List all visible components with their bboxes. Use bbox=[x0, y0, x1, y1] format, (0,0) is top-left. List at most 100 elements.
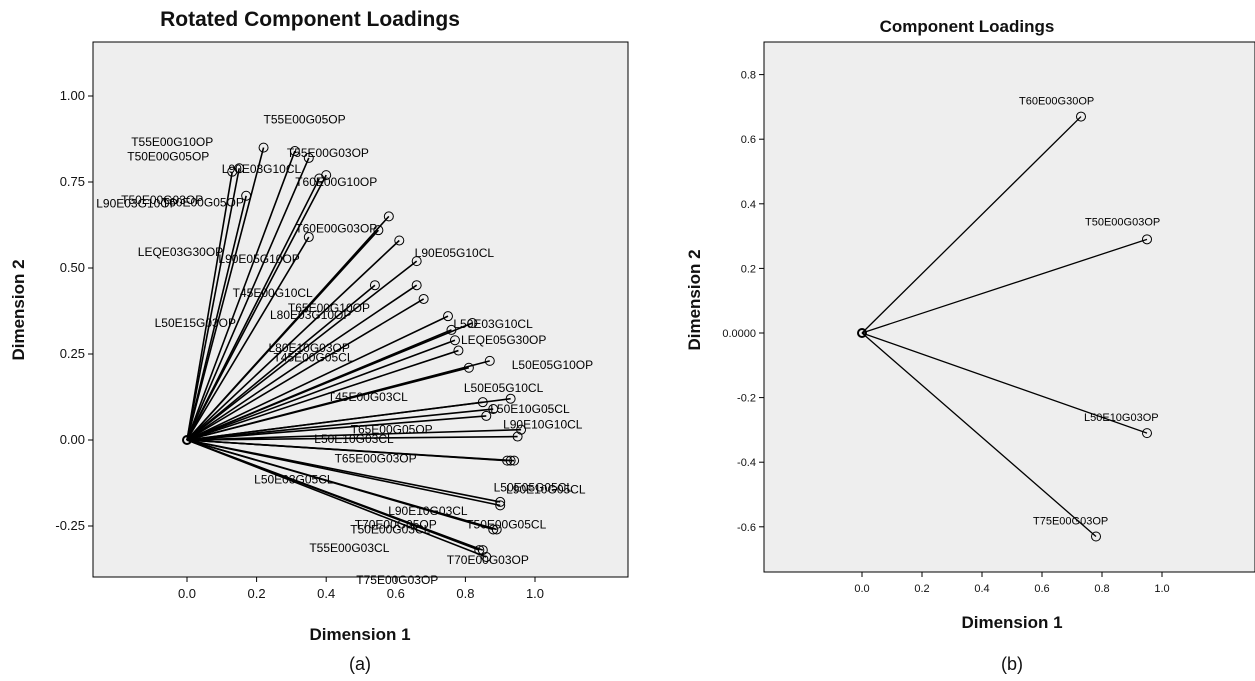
loading-ray bbox=[186, 236, 310, 441]
point-label: T60E00G30OP bbox=[1019, 96, 1094, 108]
loading-point bbox=[303, 232, 314, 243]
point-label: L50E15G03OP bbox=[155, 316, 236, 330]
loading-ray bbox=[186, 150, 296, 441]
loading-point bbox=[1076, 111, 1086, 122]
loading-ray bbox=[186, 349, 459, 441]
y-tick-label: 0.75 bbox=[60, 174, 85, 189]
loading-ray bbox=[186, 174, 327, 441]
point-label: L90E10G05CL bbox=[506, 483, 586, 497]
chart-b-plot-area bbox=[763, 41, 1255, 573]
y-tick-label: -0.2 bbox=[737, 393, 756, 405]
loading-point bbox=[289, 146, 300, 157]
point-label: T50E00G03CL bbox=[350, 522, 430, 536]
point-label: T75E00G03OP bbox=[356, 573, 438, 587]
y-tick-label: 0.25 bbox=[60, 346, 85, 361]
x-tick-label: 0.0 bbox=[854, 583, 869, 595]
chart-b-point-labels: T60E00G30OP T50E00G03OP L50E10G03OP T75E00G… bbox=[1019, 96, 1160, 528]
loading-point bbox=[1142, 428, 1152, 439]
chart-b-y-axis: 0.8 0.6 0.4 0.2 0.0000 -0.2 -0.4 -0.6 bbox=[722, 70, 764, 534]
loading-ray bbox=[861, 116, 1082, 334]
x-tick-label: 0.8 bbox=[1094, 583, 1109, 595]
chart-b-y-axis-label: Dimension 2 bbox=[685, 249, 704, 350]
point-label: T65E00G10OP bbox=[288, 301, 370, 315]
y-tick-label: 0.0000 bbox=[722, 328, 756, 340]
loading-ray bbox=[186, 284, 418, 441]
chart-a-y-axis: 1.00 0.75 0.50 0.25 0.00 -0.25 bbox=[55, 88, 93, 533]
chart-a-x-axis: 0.0 0.2 0.4 0.6 0.8 1.0 bbox=[178, 577, 544, 601]
point-label: T55E00G03CL bbox=[309, 541, 389, 555]
point-label: L80E03G10OP bbox=[270, 308, 351, 322]
x-tick-label: 0.0 bbox=[178, 586, 196, 601]
chart-a-y-axis-label: Dimension 2 bbox=[9, 259, 28, 360]
loading-ray bbox=[186, 195, 247, 441]
loading-ray bbox=[186, 439, 508, 462]
loading-ray bbox=[186, 284, 376, 441]
x-tick-label: 0.2 bbox=[248, 586, 266, 601]
loading-ray bbox=[186, 229, 379, 441]
loading-ray bbox=[186, 298, 425, 441]
point-label: T65E00G03OP bbox=[335, 452, 417, 466]
chart-a-x-axis-label: Dimension 1 bbox=[309, 625, 410, 644]
loading-point bbox=[411, 256, 422, 267]
loading-point bbox=[453, 345, 464, 356]
loading-point bbox=[446, 324, 457, 335]
loading-point bbox=[373, 225, 384, 236]
point-label: L50E05G10OP bbox=[512, 358, 593, 372]
point-label: L50E03G10CL bbox=[453, 317, 533, 331]
loading-point bbox=[491, 524, 502, 535]
chart-a-caption: (a) bbox=[349, 654, 371, 674]
loading-point bbox=[474, 545, 485, 556]
y-tick-label: -0.25 bbox=[55, 518, 85, 533]
loading-ray bbox=[186, 260, 418, 441]
point-label: T55E00G05OP bbox=[264, 113, 346, 127]
loading-ray bbox=[186, 366, 470, 441]
loading-point bbox=[481, 551, 492, 562]
loading-point bbox=[484, 355, 495, 366]
loading-ray bbox=[186, 171, 234, 441]
loading-point bbox=[303, 152, 314, 163]
point-label: L50E10G03CL bbox=[314, 432, 394, 446]
x-tick-label: 0.4 bbox=[317, 586, 335, 601]
point-label: T60E00G05OP bbox=[162, 195, 244, 209]
chart-a-rays bbox=[186, 147, 522, 558]
loading-point bbox=[505, 393, 516, 404]
y-tick-label: -0.4 bbox=[737, 457, 756, 469]
x-tick-label: 1.0 bbox=[1154, 583, 1169, 595]
point-label: T70E00G05OP bbox=[355, 517, 437, 531]
point-label: L50E05G05CL bbox=[494, 481, 574, 495]
x-tick-label: 0.2 bbox=[914, 583, 929, 595]
x-tick-label: 0.8 bbox=[456, 586, 474, 601]
loading-ray bbox=[186, 401, 483, 441]
y-tick-label: 0.8 bbox=[741, 70, 756, 82]
point-label: T50E00G03OP bbox=[1085, 216, 1160, 228]
loading-ray bbox=[186, 439, 494, 531]
loading-point bbox=[449, 335, 460, 346]
loading-ray bbox=[186, 428, 522, 441]
point-label: T45E00G03CL bbox=[328, 390, 408, 404]
loading-ray bbox=[186, 435, 518, 441]
x-tick-label: 0.6 bbox=[1034, 583, 1049, 595]
y-tick-label: 0.50 bbox=[60, 260, 85, 275]
loading-ray bbox=[186, 315, 449, 441]
chart-b-x-axis: 0.0 0.2 0.4 0.6 0.8 1.0 bbox=[854, 572, 1170, 595]
loading-point bbox=[241, 190, 252, 201]
loading-point bbox=[369, 280, 380, 291]
loading-point bbox=[258, 142, 269, 153]
origin-point bbox=[857, 328, 867, 338]
point-label: T45E00G10CL bbox=[233, 286, 313, 300]
chart-b-x-axis-label: Dimension 1 bbox=[961, 613, 1062, 632]
point-label: T50E00G05OP bbox=[127, 150, 209, 164]
loading-ray bbox=[186, 439, 487, 558]
point-label: L50E10G05CL bbox=[490, 402, 570, 416]
point-label: L50E03G05CL bbox=[254, 473, 334, 487]
point-label: T60E00G03OP bbox=[295, 221, 377, 235]
point-label: L90E05G10CL bbox=[415, 246, 495, 260]
loading-point bbox=[418, 293, 429, 304]
point-label: L90E05G10OP bbox=[218, 252, 299, 266]
loading-ray bbox=[186, 339, 456, 441]
loading-point bbox=[443, 311, 453, 322]
point-label: LEQE05G30OP bbox=[461, 333, 546, 347]
loading-point bbox=[383, 211, 394, 222]
